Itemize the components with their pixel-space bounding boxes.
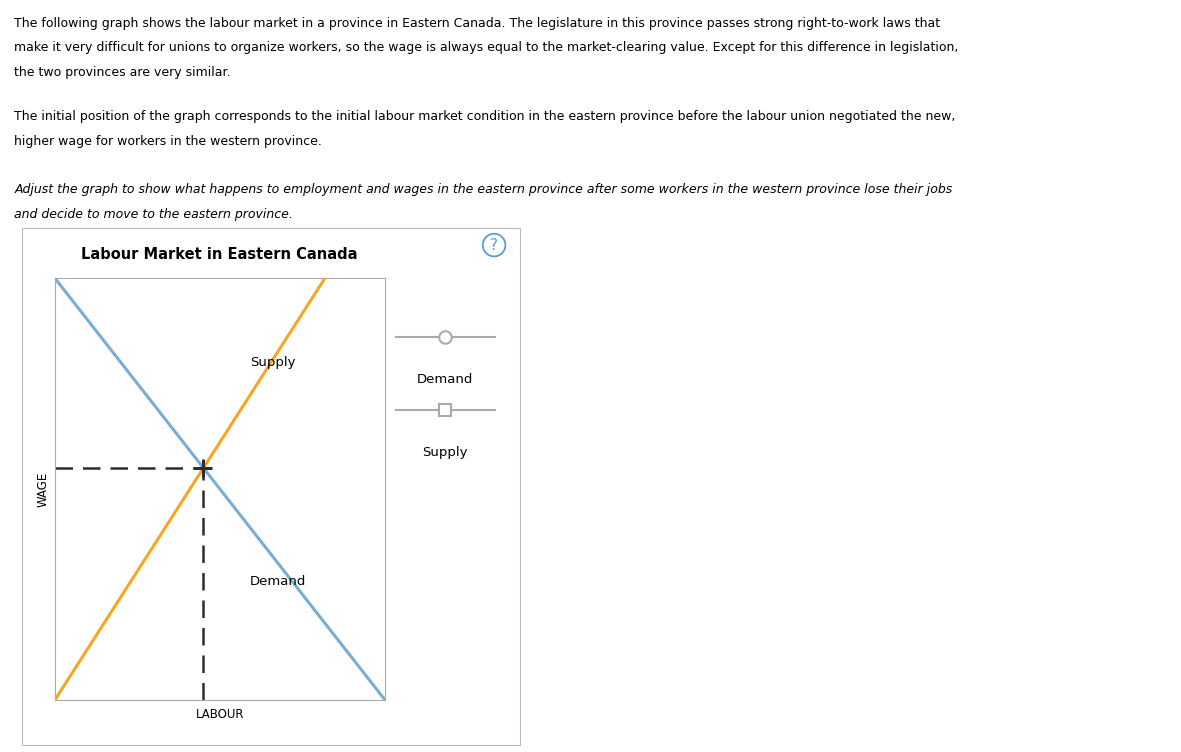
Text: make it very difficult for unions to organize workers, so the wage is always equ: make it very difficult for unions to org… [14,41,959,54]
Text: Demand: Demand [417,373,474,386]
Text: and decide to move to the eastern province.: and decide to move to the eastern provin… [14,208,293,221]
Text: Supply: Supply [423,446,468,459]
Text: Demand: Demand [249,575,306,588]
Text: higher wage for workers in the western province.: higher wage for workers in the western p… [14,135,322,147]
Text: Adjust the graph to show what happens to employment and wages in the eastern pro: Adjust the graph to show what happens to… [14,183,952,196]
Text: ?: ? [490,238,498,253]
Y-axis label: WAGE: WAGE [37,472,50,507]
Text: The initial position of the graph corresponds to the initial labour market condi: The initial position of the graph corres… [14,110,955,123]
Text: Labour Market in Eastern Canada: Labour Market in Eastern Canada [81,247,358,262]
Text: The following graph shows the labour market in a province in Eastern Canada. The: The following graph shows the labour mar… [14,17,940,29]
Text: the two provinces are very similar.: the two provinces are very similar. [14,66,230,79]
X-axis label: LABOUR: LABOUR [196,708,244,721]
Text: Supply: Supply [249,356,295,369]
